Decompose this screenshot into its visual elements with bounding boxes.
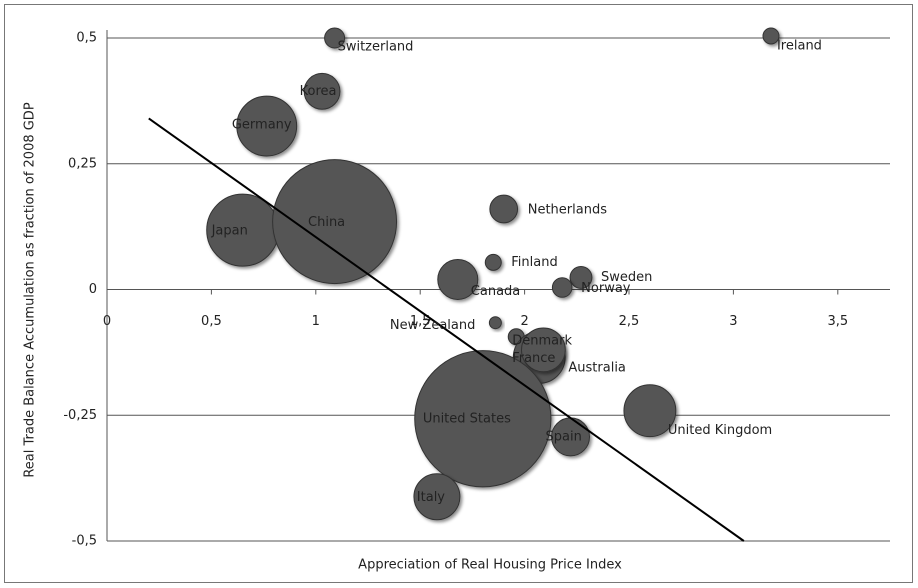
bubble <box>623 384 677 438</box>
point-label: Ireland <box>777 38 822 53</box>
y-tick-label: 0,5 <box>76 31 97 46</box>
y-tick-label: -0,5 <box>72 534 97 549</box>
point-label: Denmark <box>512 333 572 348</box>
trend-line <box>148 117 745 542</box>
point-label: Australia <box>568 360 626 375</box>
x-tick-label: 1,5 <box>410 314 431 329</box>
y-tick-label: 0,25 <box>68 156 97 171</box>
x-tick-label: 3,5 <box>827 314 848 329</box>
point-label: Canada <box>471 284 520 299</box>
point-label: Switzerland <box>338 40 414 55</box>
y-tick-label: -0,25 <box>63 408 97 423</box>
x-tick-label: 2,5 <box>619 314 640 329</box>
y-tick-label: 0 <box>89 282 97 297</box>
point-label: Sweden <box>601 270 652 285</box>
x-tick-label: 2 <box>520 314 528 329</box>
bubble <box>484 253 502 271</box>
point-label: Japan <box>211 224 248 239</box>
bubble <box>489 194 519 224</box>
bubble <box>520 327 566 373</box>
bubble <box>569 265 593 289</box>
bubble <box>413 473 461 521</box>
point-label: Finland <box>511 255 557 270</box>
point-label: United Kingdom <box>668 423 772 438</box>
bubble <box>236 95 298 157</box>
bubble <box>414 350 552 488</box>
point-label: Germany <box>232 118 292 133</box>
bubble <box>488 316 502 330</box>
x-tick-label: 3 <box>729 314 737 329</box>
point-label: France <box>512 351 555 366</box>
point-label: Spain <box>546 429 582 444</box>
x-tick-label: 1 <box>312 314 320 329</box>
point-label: Netherlands <box>528 203 607 218</box>
x-axis-title: Appreciation of Real Housing Price Index <box>358 558 622 573</box>
bubble <box>272 159 398 285</box>
bubble <box>551 277 573 298</box>
bubble <box>303 72 341 110</box>
bubble <box>762 27 780 45</box>
point-label: China <box>308 215 345 230</box>
x-tick-label: 0 <box>103 314 111 329</box>
bubble <box>437 258 479 300</box>
point-label: Italy <box>417 490 446 505</box>
x-tick-label: 0,5 <box>201 314 222 329</box>
plot-area: Switzerland Ireland Korea Germany Japan China… <box>148 27 822 542</box>
point-label: Norway <box>581 281 631 296</box>
point-label: United States <box>423 411 511 426</box>
bubble <box>324 27 346 49</box>
point-label: Korea <box>300 84 337 99</box>
point-label: New Zealand <box>390 318 475 333</box>
y-axis-title: Real Trade Balance Accumulation as fract… <box>23 102 38 477</box>
